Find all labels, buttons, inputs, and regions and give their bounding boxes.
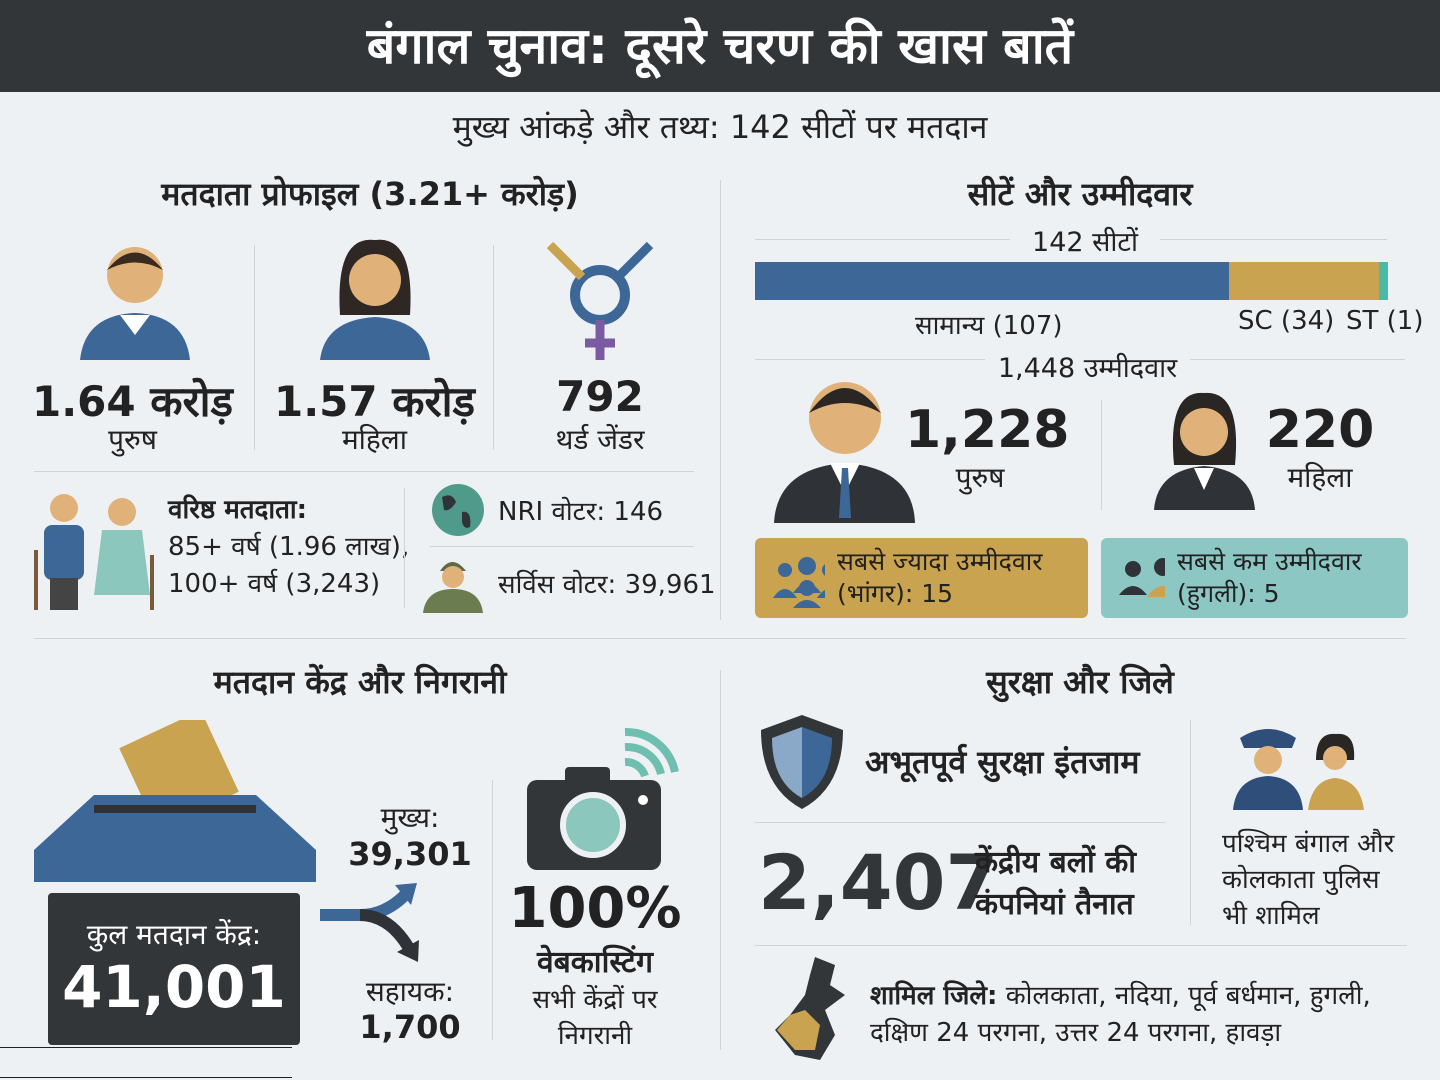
companies-value: 2,407: [758, 838, 999, 927]
main-booths-value: 39,301: [348, 835, 472, 873]
divider: [404, 488, 405, 608]
voter-profile-title: मतदाता प्रोफाइल (3.21+ करोड़): [161, 175, 579, 213]
divider: [430, 546, 694, 547]
divider: [1101, 400, 1102, 510]
male-voters-value: 1.64 करोड़: [31, 377, 234, 426]
senior-85: 85+ वर्ष (1.96 लाख),: [168, 532, 410, 562]
webcasting-percent: 100%: [508, 876, 682, 941]
st-seats-label: ST (1): [1346, 306, 1424, 336]
general-seats-label: सामान्य (107): [915, 311, 1063, 341]
aux-booths-value: 1,700: [359, 1008, 461, 1046]
divider: [0, 1047, 292, 1048]
page-title: बंगाल चुनाव: दूसरे चरण की खास बातें: [0, 0, 1440, 92]
police-info: पश्चिम बंगाल और कोलकाता पुलिस भी शामिल: [1222, 829, 1395, 931]
divider: [755, 945, 1407, 946]
security-title: सुरक्षा और जिले: [986, 663, 1174, 701]
seats-title: सीटें और उम्मीदवार: [967, 175, 1193, 213]
page-subtitle: मुख्य आंकड़े और तथ्य: 142 सीटों पर मतदान: [452, 108, 988, 146]
divider: [755, 822, 1165, 823]
companies-label: केंद्रीय बलों की कंपनियां तैनात: [975, 845, 1137, 922]
male-candidates-value: 1,228: [905, 400, 1070, 460]
small-group-icon: [1119, 558, 1165, 597]
group-icon: [773, 557, 826, 608]
female-candidates-label: महिला: [1287, 461, 1353, 494]
total-booths-label: कुल मतदान केंद्र:: [86, 918, 262, 951]
seat-segment-1: [1228, 262, 1379, 300]
total-candidates: 1,448 उम्मीदवार: [985, 348, 1190, 385]
third-gender-value: 792: [556, 372, 644, 421]
aux-booths-label: सहायक:: [365, 975, 455, 1008]
least-candidates-badge: सबसे कम उम्मीदवार (हुगली): 5: [1101, 538, 1408, 618]
divider: [34, 471, 694, 472]
nri-voters: NRI वोटर: 146: [498, 497, 664, 527]
divider: [1190, 720, 1191, 925]
divider: [492, 780, 493, 1040]
third-gender-label: थर्ड जेंडर: [555, 423, 645, 456]
sc-seats-label: SC (34): [1238, 306, 1335, 336]
police-officers-icon: [1233, 729, 1364, 810]
divider: [254, 245, 255, 450]
senior-100: 100+ वर्ष (3,243): [168, 569, 381, 599]
webcam-camera-icon: [527, 727, 679, 870]
districts-list: कोलकाता, नदिया, पूर्व बर्धमान, हुगली, दक…: [870, 981, 1371, 1048]
districts-label: शामिल जिले:: [870, 981, 998, 1011]
webcasting-sub: सभी केंद्रों पर निगरानी: [532, 985, 658, 1051]
divider: [34, 638, 1406, 639]
seat-distribution-bar: [755, 262, 1388, 300]
webcasting-label: वेबकास्टिंग: [536, 945, 654, 980]
total-seats: 142 सीटों: [1010, 222, 1160, 259]
globe-icon: [432, 484, 484, 536]
most-candidates-badge: सबसे ज्यादा उम्मीदवार (भांगर): 15: [755, 538, 1088, 618]
divider: [720, 670, 721, 1050]
least-candidates-text: सबसे कम उम्मीदवार (हुगली): 5: [1176, 547, 1362, 608]
divider: [493, 245, 494, 450]
male-voter-icon: [80, 247, 190, 360]
service-voters: सर्विस वोटर: 39,961: [498, 570, 716, 600]
total-booths-box: कुल मतदान केंद्र: 41,001: [48, 893, 300, 1045]
split-arrow-icon: [320, 883, 419, 962]
male-voters-label: पुरुष: [108, 423, 157, 456]
female-candidates-value: 220: [1265, 400, 1375, 460]
most-candidates-text: सबसे ज्यादा उम्मीदवार (भांगर): 15: [837, 547, 1043, 608]
female-candidate-icon: [1154, 392, 1255, 510]
seat-segment-0: [755, 262, 1229, 300]
male-candidate-icon: [774, 382, 915, 523]
total-booths-value: 41,001: [62, 953, 286, 1021]
female-voters-label: महिला: [341, 423, 408, 456]
senior-citizens-icon: [34, 494, 154, 610]
main-booths-label: मुख्य:: [380, 801, 440, 834]
female-voter-icon: [320, 239, 430, 360]
security-headline: अभूतपूर्व सुरक्षा इंतजाम: [865, 743, 1140, 781]
male-candidates-label: पुरुष: [955, 461, 1005, 494]
divider: [0, 1077, 292, 1078]
seat-segment-2: [1379, 262, 1388, 300]
booths-title: मतदान केंद्र और निगरानी: [213, 663, 507, 701]
senior-voters-info: वरिष्ठ मतदाता: 85+ वर्ष (1.96 लाख), 100+ व…: [168, 492, 409, 603]
districts-info: शामिल जिले: कोलकाता, नदिया, पूर्व बर्धमा…: [870, 978, 1410, 1052]
soldier-saluting-icon: [423, 562, 483, 613]
divider: [720, 180, 721, 620]
ballot-box-icon: [34, 720, 316, 882]
female-voters-value: 1.57 करोड़: [273, 377, 476, 426]
senior-title: वरिष्ठ मतदाता:: [168, 495, 308, 525]
gender-symbol-icon: [546, 241, 654, 360]
west-bengal-map-icon: [775, 957, 845, 1060]
shield-icon: [761, 715, 843, 809]
